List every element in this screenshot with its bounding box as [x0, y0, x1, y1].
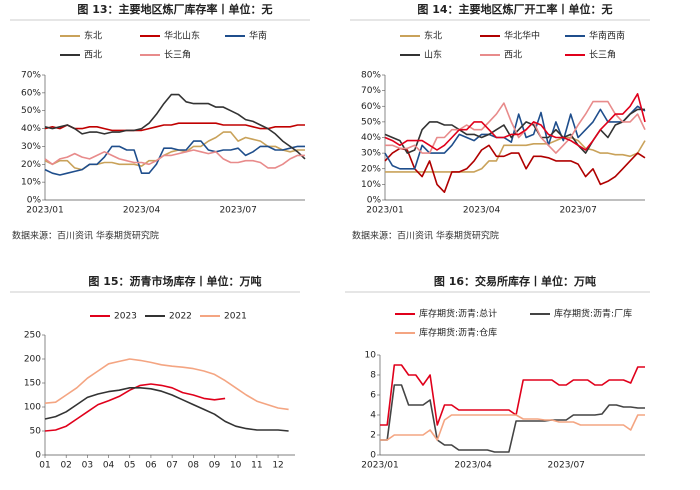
y-tick-label: 10 — [365, 351, 377, 361]
x-tick-label: 2023/04 — [463, 206, 501, 216]
chart-title: 图 14：主要地区炼厂开工率丨单位：无 — [417, 2, 612, 16]
legend-label: 库存期货:沥青:仓库 — [419, 327, 497, 339]
legend-label: 华北华中 — [504, 30, 540, 42]
source-note: 数据来源：百川资讯 华泰期货研究院 — [12, 230, 159, 242]
y-tick-label: 0% — [367, 196, 382, 206]
y-tick-label: 50% — [21, 106, 41, 116]
y-tick-label: 30% — [361, 149, 381, 159]
x-tick-label: 03 — [82, 461, 93, 471]
y-tick-label: 20% — [21, 160, 41, 170]
legend-label: 2023 — [114, 312, 137, 322]
legend-label: 西北 — [84, 50, 102, 61]
legend-label: 华南 — [249, 30, 267, 42]
y-tick-label: 60% — [361, 102, 381, 112]
series-line — [384, 105, 646, 170]
y-tick-label: 60% — [21, 88, 41, 98]
x-tick-label: 11 — [251, 461, 262, 471]
y-tick-label: 50 — [30, 427, 42, 437]
legend-label: 华南西南 — [589, 30, 625, 42]
x-tick-label: 2023/01 — [26, 206, 63, 216]
y-tick-label: 6 — [370, 391, 376, 401]
series-line — [384, 144, 646, 193]
series-line — [380, 414, 645, 441]
x-tick-label: 10 — [230, 461, 242, 471]
series-line — [44, 140, 305, 176]
x-tick-label: 2023/04 — [454, 461, 492, 471]
x-tick-label: 04 — [103, 461, 115, 471]
series-line — [385, 100, 646, 154]
series-line — [44, 93, 306, 160]
legend-label: 西北 — [504, 50, 522, 61]
legend-label: 东北 — [424, 30, 442, 42]
x-tick-label: 09 — [209, 461, 221, 471]
y-tick-label: 150 — [24, 379, 41, 389]
y-tick-label: 30% — [21, 142, 41, 152]
legend-label: 长三角 — [589, 49, 616, 61]
y-tick-label: 4 — [370, 411, 376, 421]
x-tick-label: 06 — [145, 461, 157, 471]
chart-title: 图 16：交易所库存丨单位：万吨 — [434, 274, 596, 288]
x-tick-label: 08 — [188, 461, 200, 471]
series-line — [44, 149, 305, 169]
y-tick-label: 100 — [24, 403, 41, 413]
y-tick-label: 40% — [361, 133, 381, 143]
x-tick-label: 01 — [39, 461, 50, 471]
series-line — [44, 358, 289, 411]
x-tick-label: 02 — [60, 461, 71, 471]
y-tick-label: 0 — [35, 451, 41, 461]
y-tick-label: 50% — [361, 117, 381, 127]
y-tick-label: 0% — [27, 196, 42, 206]
series-line — [380, 384, 645, 453]
y-tick-label: 2 — [370, 431, 376, 441]
series-line — [44, 387, 289, 432]
chart-title: 图 13：主要地区炼厂库存率丨单位：无 — [77, 2, 272, 16]
legend-label: 东北 — [84, 30, 102, 42]
y-tick-label: 250 — [24, 331, 41, 341]
x-tick-label: 2023/07 — [548, 461, 585, 471]
y-tick-label: 70% — [361, 86, 381, 96]
x-tick-label: 2023/07 — [559, 206, 596, 216]
x-tick-label: 2023/01 — [361, 461, 398, 471]
x-tick-label: 05 — [124, 461, 135, 471]
y-tick-label: 80% — [361, 71, 381, 81]
legend-label: 2021 — [224, 312, 247, 322]
y-tick-label: 0 — [370, 451, 376, 461]
chart-title: 图 15：沥青市场库存丨单位：万吨 — [88, 274, 261, 288]
x-tick-label: 07 — [166, 461, 177, 471]
series-line — [384, 93, 646, 151]
series-line — [385, 136, 646, 173]
legend-label: 库存期货:沥青:总计 — [419, 308, 497, 320]
series-line — [380, 364, 645, 426]
x-tick-label: 2023/01 — [366, 206, 403, 216]
legend-label: 华北山东 — [164, 30, 200, 42]
y-tick-label: 200 — [24, 355, 41, 365]
x-tick-label: 12 — [272, 461, 283, 471]
legend-label: 长三角 — [164, 49, 191, 61]
y-tick-label: 70% — [21, 71, 41, 81]
x-tick-label: 2023/07 — [219, 206, 256, 216]
legend-label: 2022 — [169, 312, 192, 322]
legend-label: 库存期货:沥青:厂库 — [554, 308, 632, 320]
y-tick-label: 10% — [361, 180, 381, 190]
y-tick-label: 8 — [370, 371, 376, 381]
series-line — [44, 131, 305, 171]
y-tick-label: 20% — [361, 164, 381, 174]
x-tick-label: 2023/04 — [123, 206, 161, 216]
y-tick-label: 10% — [21, 178, 41, 188]
legend-label: 山东 — [424, 49, 442, 61]
y-tick-label: 40% — [21, 124, 41, 134]
series-line — [44, 122, 305, 132]
source-note: 数据来源：百川资讯 华泰期货研究院 — [352, 230, 499, 242]
